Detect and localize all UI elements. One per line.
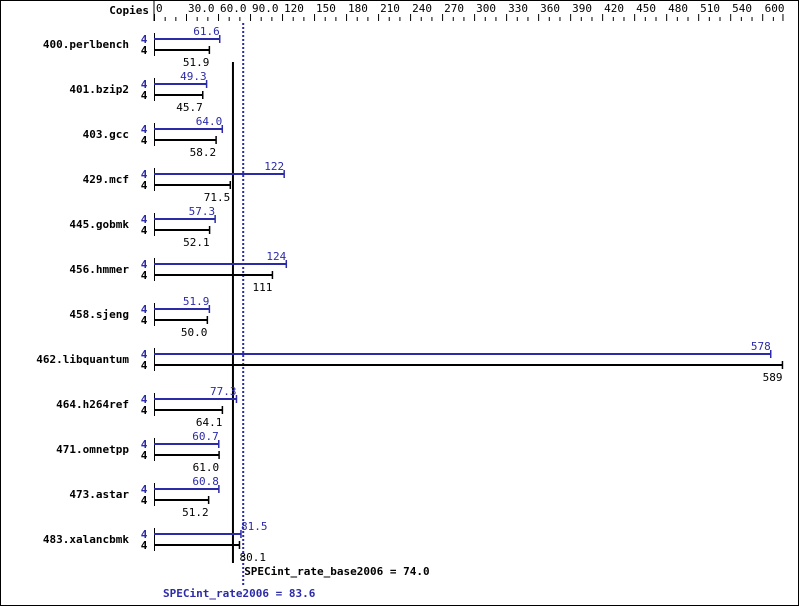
peak-value-label: 60.8 bbox=[192, 475, 219, 488]
benchmark-label: 403.gcc bbox=[83, 128, 129, 141]
x-tick-label: 240 bbox=[412, 2, 432, 15]
peak-copies-label: 4 bbox=[141, 438, 148, 451]
peak-value-label: 64.0 bbox=[196, 115, 223, 128]
base-copies-label: 4 bbox=[141, 359, 148, 372]
peak-copies-label: 4 bbox=[141, 348, 148, 361]
benchmark-label: 445.gobmk bbox=[69, 218, 129, 231]
x-tick-label: 450 bbox=[636, 2, 656, 15]
x-tick-label: 600 bbox=[765, 2, 785, 15]
base-value-label: 64.1 bbox=[196, 416, 223, 429]
base-result-label: SPECint_rate_base2006 = 74.0 bbox=[244, 565, 429, 578]
x-tick-label: 360 bbox=[540, 2, 560, 15]
base-value-label: 51.9 bbox=[183, 56, 210, 69]
base-copies-label: 4 bbox=[141, 269, 148, 282]
base-copies-label: 4 bbox=[141, 44, 148, 57]
benchmark-label: 464.h264ref bbox=[56, 398, 129, 411]
x-tick-label: 30.0 bbox=[188, 2, 215, 15]
x-tick-label: 120 bbox=[284, 2, 304, 15]
benchmark-label: 483.xalancbmk bbox=[43, 533, 129, 546]
benchmark-label: 473.astar bbox=[69, 488, 129, 501]
peak-result-label: SPECint_rate2006 = 83.6 bbox=[163, 587, 316, 600]
benchmark-label: 401.bzip2 bbox=[69, 83, 129, 96]
peak-copies-label: 4 bbox=[141, 483, 148, 496]
benchmark-label: 462.libquantum bbox=[36, 353, 129, 366]
base-value-label: 80.1 bbox=[239, 551, 266, 564]
base-copies-label: 4 bbox=[141, 404, 148, 417]
peak-value-label: 51.9 bbox=[183, 295, 210, 308]
peak-copies-label: 4 bbox=[141, 393, 148, 406]
peak-value-label: 77.3 bbox=[210, 385, 237, 398]
base-copies-label: 4 bbox=[141, 134, 148, 147]
copies-header: Copies bbox=[109, 4, 149, 17]
benchmark-label: 400.perlbench bbox=[43, 38, 129, 51]
benchmark-label: 458.sjeng bbox=[69, 308, 129, 321]
base-value-label: 58.2 bbox=[190, 146, 217, 159]
x-tick-label: 0 bbox=[156, 2, 163, 15]
benchmark-label: 471.omnetpp bbox=[56, 443, 129, 456]
base-value-label: 45.7 bbox=[176, 101, 203, 114]
x-tick-label: 60.0 bbox=[220, 2, 247, 15]
x-tick-label: 480 bbox=[668, 2, 688, 15]
base-value-label: 589 bbox=[763, 371, 783, 384]
peak-copies-label: 4 bbox=[141, 258, 148, 271]
x-tick-label: 510 bbox=[700, 2, 720, 15]
peak-value-label: 57.3 bbox=[189, 205, 216, 218]
x-tick-label: 150 bbox=[316, 2, 336, 15]
base-copies-label: 4 bbox=[141, 494, 148, 507]
x-tick-label: 270 bbox=[444, 2, 464, 15]
x-tick-label: 330 bbox=[508, 2, 528, 15]
x-tick-label: 180 bbox=[348, 2, 368, 15]
base-copies-label: 4 bbox=[141, 224, 148, 237]
peak-value-label: 122 bbox=[264, 160, 284, 173]
base-value-label: 111 bbox=[253, 281, 273, 294]
peak-value-label: 124 bbox=[266, 250, 286, 263]
peak-copies-label: 4 bbox=[141, 168, 148, 181]
peak-copies-label: 4 bbox=[141, 123, 148, 136]
x-tick-label: 300 bbox=[476, 2, 496, 15]
benchmark-label: 429.mcf bbox=[83, 173, 129, 186]
peak-copies-label: 4 bbox=[141, 528, 148, 541]
base-value-label: 61.0 bbox=[193, 461, 220, 474]
peak-copies-label: 4 bbox=[141, 78, 148, 91]
base-copies-label: 4 bbox=[141, 449, 148, 462]
peak-copies-label: 4 bbox=[141, 213, 148, 226]
base-value-label: 50.0 bbox=[181, 326, 208, 339]
base-value-label: 52.1 bbox=[183, 236, 210, 249]
base-value-label: 51.2 bbox=[182, 506, 209, 519]
peak-value-label: 578 bbox=[751, 340, 771, 353]
base-copies-label: 4 bbox=[141, 179, 148, 192]
peak-value-label: 61.6 bbox=[193, 25, 220, 38]
base-value-label: 71.5 bbox=[204, 191, 231, 204]
peak-value-label: 49.3 bbox=[180, 70, 207, 83]
x-tick-label: 420 bbox=[604, 2, 624, 15]
x-tick-label: 540 bbox=[732, 2, 752, 15]
peak-copies-label: 4 bbox=[141, 303, 148, 316]
peak-value-label: 60.7 bbox=[192, 430, 219, 443]
base-copies-label: 4 bbox=[141, 539, 148, 552]
x-tick-label: 390 bbox=[572, 2, 592, 15]
x-tick-label: 210 bbox=[380, 2, 400, 15]
base-copies-label: 4 bbox=[141, 89, 148, 102]
peak-value-label: 81.5 bbox=[241, 520, 268, 533]
x-tick-label: 90.0 bbox=[252, 2, 279, 15]
peak-copies-label: 4 bbox=[141, 33, 148, 46]
base-copies-label: 4 bbox=[141, 314, 148, 327]
benchmark-label: 456.hmmer bbox=[69, 263, 129, 276]
